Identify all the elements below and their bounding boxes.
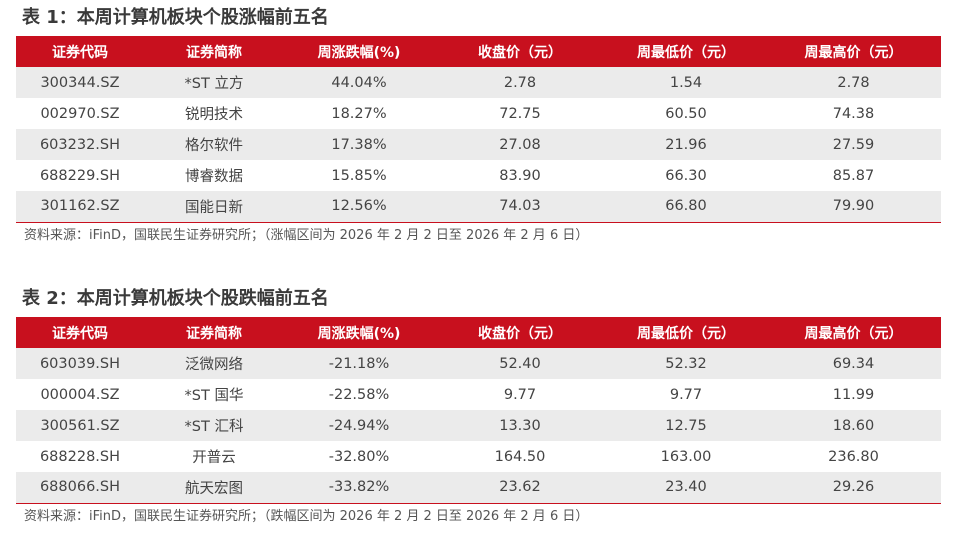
cell-high: 85.87 <box>766 160 941 191</box>
cell-low: 66.30 <box>606 160 766 191</box>
cell-close: 164.50 <box>434 441 606 472</box>
header-high: 周最高价（元） <box>766 36 941 67</box>
table-header-row: 证券代码 证券简称 周涨跌幅(%) 收盘价（元） 周最低价（元） 周最高价（元） <box>16 317 941 348</box>
cell-change: -24.94% <box>284 410 434 441</box>
cell-high: 18.60 <box>766 410 941 441</box>
cell-close: 23.62 <box>434 472 606 504</box>
header-close: 收盘价（元） <box>434 36 606 67</box>
table-row: 688228.SH 开普云 -32.80% 164.50 163.00 236.… <box>16 441 941 472</box>
table-row: 603232.SH 格尔软件 17.38% 27.08 21.96 27.59 <box>16 129 941 160</box>
cell-name: 格尔软件 <box>144 129 284 160</box>
cell-high: 11.99 <box>766 379 941 410</box>
table-row: 300561.SZ *ST 汇科 -24.94% 13.30 12.75 18.… <box>16 410 941 441</box>
cell-high: 74.38 <box>766 98 941 129</box>
table-row: 688229.SH 博睿数据 15.85% 83.90 66.30 85.87 <box>16 160 941 191</box>
cell-name: *ST 立方 <box>144 67 284 98</box>
table-section-gainers: 表 1：本周计算机板块个股涨幅前五名 证券代码 证券简称 周涨跌幅(%) 收盘价… <box>16 0 941 247</box>
header-change: 周涨跌幅(%) <box>284 36 434 67</box>
cell-close: 2.78 <box>434 67 606 98</box>
cell-high: 69.34 <box>766 348 941 379</box>
cell-code: 603039.SH <box>16 348 144 379</box>
cell-close: 9.77 <box>434 379 606 410</box>
cell-high: 79.90 <box>766 191 941 223</box>
source-note: 资料来源：iFinD，国联民生证券研究所；（跌幅区间为 2026 年 2 月 2… <box>24 508 589 524</box>
header-change: 周涨跌幅(%) <box>284 317 434 348</box>
cell-code: 002970.SZ <box>16 98 144 129</box>
cell-name: 泛微网络 <box>144 348 284 379</box>
cell-close: 83.90 <box>434 160 606 191</box>
table-title: 表 1：本周计算机板块个股涨幅前五名 <box>22 7 329 28</box>
losers-table: 证券代码 证券简称 周涨跌幅(%) 收盘价（元） 周最低价（元） 周最高价（元）… <box>16 317 941 504</box>
gainers-table: 证券代码 证券简称 周涨跌幅(%) 收盘价（元） 周最低价（元） 周最高价（元）… <box>16 36 941 223</box>
cell-code: 688066.SH <box>16 472 144 504</box>
cell-name: 锐明技术 <box>144 98 284 129</box>
cell-change: 15.85% <box>284 160 434 191</box>
cell-high: 29.26 <box>766 472 941 504</box>
table-header-row: 证券代码 证券简称 周涨跌幅(%) 收盘价（元） 周最低价（元） 周最高价（元） <box>16 36 941 67</box>
table-row: 688066.SH 航天宏图 -33.82% 23.62 23.40 29.26 <box>16 472 941 504</box>
cell-close: 72.75 <box>434 98 606 129</box>
cell-name: 航天宏图 <box>144 472 284 504</box>
cell-code: 000004.SZ <box>16 379 144 410</box>
header-close: 收盘价（元） <box>434 317 606 348</box>
cell-low: 9.77 <box>606 379 766 410</box>
cell-low: 23.40 <box>606 472 766 504</box>
cell-change: -33.82% <box>284 472 434 504</box>
cell-code: 301162.SZ <box>16 191 144 223</box>
cell-change: 12.56% <box>284 191 434 223</box>
cell-change: 44.04% <box>284 67 434 98</box>
table-row: 002970.SZ 锐明技术 18.27% 72.75 60.50 74.38 <box>16 98 941 129</box>
cell-low: 60.50 <box>606 98 766 129</box>
table-row: 301162.SZ 国能日新 12.56% 74.03 66.80 79.90 <box>16 191 941 223</box>
cell-change: -32.80% <box>284 441 434 472</box>
header-code: 证券代码 <box>16 317 144 348</box>
cell-name: 国能日新 <box>144 191 284 223</box>
cell-code: 688229.SH <box>16 160 144 191</box>
cell-low: 1.54 <box>606 67 766 98</box>
header-high: 周最高价（元） <box>766 317 941 348</box>
cell-name: *ST 汇科 <box>144 410 284 441</box>
cell-low: 163.00 <box>606 441 766 472</box>
table-row: 603039.SH 泛微网络 -21.18% 52.40 52.32 69.34 <box>16 348 941 379</box>
header-code: 证券代码 <box>16 36 144 67</box>
table-row: 300344.SZ *ST 立方 44.04% 2.78 1.54 2.78 <box>16 67 941 98</box>
table-row: 000004.SZ *ST 国华 -22.58% 9.77 9.77 11.99 <box>16 379 941 410</box>
source-note: 资料来源：iFinD，国联民生证券研究所；（涨幅区间为 2026 年 2 月 2… <box>24 227 589 243</box>
cell-high: 2.78 <box>766 67 941 98</box>
cell-change: 18.27% <box>284 98 434 129</box>
cell-high: 27.59 <box>766 129 941 160</box>
cell-code: 688228.SH <box>16 441 144 472</box>
cell-code: 603232.SH <box>16 129 144 160</box>
cell-close: 74.03 <box>434 191 606 223</box>
cell-low: 21.96 <box>606 129 766 160</box>
cell-change: 17.38% <box>284 129 434 160</box>
cell-change: -22.58% <box>284 379 434 410</box>
cell-code: 300344.SZ <box>16 67 144 98</box>
cell-close: 13.30 <box>434 410 606 441</box>
cell-change: -21.18% <box>284 348 434 379</box>
cell-high: 236.80 <box>766 441 941 472</box>
cell-low: 52.32 <box>606 348 766 379</box>
table-title: 表 2：本周计算机板块个股跌幅前五名 <box>22 288 329 309</box>
cell-name: *ST 国华 <box>144 379 284 410</box>
header-name: 证券简称 <box>144 36 284 67</box>
cell-low: 66.80 <box>606 191 766 223</box>
header-low: 周最低价（元） <box>606 317 766 348</box>
cell-close: 27.08 <box>434 129 606 160</box>
header-low: 周最低价（元） <box>606 36 766 67</box>
cell-name: 博睿数据 <box>144 160 284 191</box>
cell-close: 52.40 <box>434 348 606 379</box>
table-section-losers: 表 2：本周计算机板块个股跌幅前五名 证券代码 证券简称 周涨跌幅(%) 收盘价… <box>16 281 941 528</box>
cell-code: 300561.SZ <box>16 410 144 441</box>
cell-name: 开普云 <box>144 441 284 472</box>
header-name: 证券简称 <box>144 317 284 348</box>
cell-low: 12.75 <box>606 410 766 441</box>
